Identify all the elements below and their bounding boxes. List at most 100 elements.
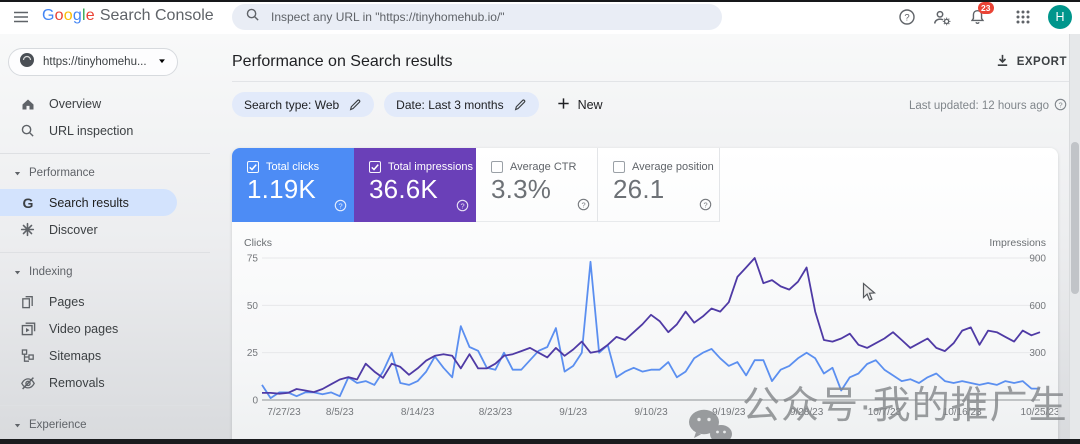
url-inspect-input[interactable] — [271, 10, 709, 24]
hamburger-menu-icon[interactable] — [12, 8, 30, 31]
mouse-cursor-icon — [862, 282, 877, 308]
sidebar-divider — [0, 252, 210, 253]
pages-icon — [19, 294, 36, 310]
url-inspect-searchbar[interactable] — [232, 4, 722, 30]
sidebar-item-overview[interactable]: Overview — [0, 90, 210, 117]
account-avatar[interactable]: H — [1048, 5, 1072, 29]
metric-value: 26.1 — [613, 174, 665, 204]
sidebar-item-pages[interactable]: Pages — [0, 288, 210, 315]
filter-chip-date-range[interactable]: Date: Last 3 months — [384, 92, 539, 117]
metric-checkbox[interactable] — [613, 161, 625, 173]
x-tick-label: 10/25/23 — [1021, 407, 1058, 418]
google-logo-letter: l — [81, 7, 86, 24]
sidebar-item-sitemaps[interactable]: Sitemaps — [0, 342, 210, 369]
product-name: Search Console — [99, 7, 214, 24]
svg-text:?: ? — [904, 12, 909, 23]
metric-label-row: Average position — [613, 161, 719, 173]
metrics-row: Total clicks 1.19K? Total impressions 36.6K… — [232, 148, 1058, 222]
metric-label: Average CTR — [510, 161, 577, 173]
header-divider — [232, 81, 1080, 82]
x-tick-label: 9/19/23 — [712, 407, 746, 418]
sidebar: https://tinyhomehu... Overview URL inspec… — [0, 34, 210, 444]
sidebar-section-label: Experience — [29, 419, 87, 431]
x-tick-label: 9/10/23 — [634, 407, 668, 418]
x-tick-label: 9/1/23 — [559, 407, 587, 418]
notifications-bell-icon[interactable]: 23 — [969, 2, 994, 26]
sidebar-item-label: Removals — [49, 375, 105, 390]
topbar-actions: ? 23 H — [898, 0, 1072, 34]
question-icon[interactable]: ? — [1054, 98, 1067, 114]
metric-checkbox[interactable] — [369, 161, 381, 173]
series-line-total-clicks — [261, 260, 1040, 400]
question-icon[interactable]: ? — [456, 199, 469, 217]
y-right-tick: 300 — [1029, 348, 1046, 359]
user-settings-icon[interactable] — [933, 9, 952, 26]
sidebar-nav: Overview URL inspection Performance G Search… — [0, 90, 210, 444]
help-icon[interactable]: ? — [898, 8, 916, 26]
metric-checkbox[interactable] — [491, 161, 503, 173]
sidebar-item-search-results[interactable]: G Search results — [0, 189, 177, 216]
app-logo[interactable]: Google Search Console — [42, 7, 214, 25]
property-label: https://tinyhomehu... — [43, 56, 147, 68]
x-tick-label: 9/28/23 — [790, 407, 824, 418]
svg-text:?: ? — [1058, 100, 1062, 109]
google-g-icon: G — [19, 195, 36, 211]
metric-value: 1.19K — [247, 174, 316, 204]
sidebar-section-experience[interactable]: Experience — [0, 414, 210, 436]
question-icon[interactable]: ? — [699, 198, 712, 216]
metric-label: Total impressions — [388, 161, 473, 173]
new-filter-button[interactable]: New — [556, 96, 603, 114]
sidebar-item-removals[interactable]: Removals — [0, 369, 210, 396]
metric-value: 3.3% — [491, 174, 552, 204]
x-tick-label: 10/7/23 — [868, 407, 902, 418]
metric-card-average-position[interactable]: Average position 26.1? — [598, 148, 720, 222]
screen-top-edge — [0, 0, 1080, 2]
svg-text:?: ? — [460, 201, 464, 210]
search-icon — [245, 7, 260, 27]
svg-text:?: ? — [581, 200, 585, 209]
sidebar-item-label: URL inspection — [49, 123, 134, 138]
google-logo-text: Google — [42, 7, 95, 25]
metric-label: Average position — [632, 161, 714, 173]
download-icon — [995, 53, 1010, 71]
x-tick-label: 8/23/23 — [479, 407, 513, 418]
edit-pencil-icon — [513, 98, 527, 112]
sidebar-item-label: Video pages — [49, 321, 119, 336]
sidebar-item-video-pages[interactable]: Video pages — [0, 315, 210, 342]
scrollbar-thumb[interactable] — [1071, 142, 1079, 294]
filter-chip-search-type[interactable]: Search type: Web — [232, 92, 375, 117]
question-icon[interactable]: ? — [577, 198, 590, 216]
sidebar-section-performance[interactable]: Performance — [0, 162, 210, 184]
y-left-tick: 50 — [247, 301, 259, 312]
chevron-down-icon — [13, 421, 22, 430]
sidebar-divider — [0, 405, 210, 406]
last-updated-text: Last updated: 12 hours ago — [908, 100, 1049, 112]
question-icon[interactable]: ? — [334, 199, 347, 217]
metric-label-row: Average CTR — [491, 161, 597, 173]
sitemaps-icon — [19, 348, 36, 364]
y-right-tick: 600 — [1029, 301, 1046, 312]
metric-card-total-impressions[interactable]: Total impressions 36.6K? — [354, 148, 476, 222]
removals-icon — [19, 375, 36, 391]
new-filter-label: New — [577, 97, 603, 112]
sidebar-item-discover[interactable]: Discover — [0, 216, 210, 243]
metric-card-total-clicks[interactable]: Total clicks 1.19K? — [232, 148, 354, 222]
chevron-down-icon — [13, 268, 22, 277]
scrollbar[interactable] — [1069, 34, 1080, 439]
sidebar-section-indexing[interactable]: Indexing — [0, 261, 210, 283]
sidebar-item-url-inspection[interactable]: URL inspection — [0, 117, 210, 144]
metric-label-row: Total impressions — [369, 161, 476, 173]
metric-card-average-ctr[interactable]: Average CTR 3.3%? — [476, 148, 598, 222]
export-button[interactable]: EXPORT — [995, 53, 1067, 71]
metric-checkbox[interactable] — [247, 161, 259, 173]
apps-grid-icon[interactable] — [1015, 9, 1031, 25]
x-tick-label: 8/14/23 — [401, 407, 435, 418]
site-favicon — [19, 52, 35, 73]
google-logo-letter: e — [85, 7, 95, 24]
google-logo-letter: o — [54, 7, 64, 24]
property-selector[interactable]: https://tinyhomehu... — [8, 48, 178, 76]
sidebar-item-label: Discover — [49, 222, 98, 237]
filter-chips-row: Search type: Web Date: Last 3 months New — [232, 92, 603, 117]
y-left-tick: 0 — [252, 396, 258, 407]
performance-chart[interactable]: Clicks Impressions 0 25 50 75 300 600 900 7/27/23… — [232, 222, 1060, 444]
